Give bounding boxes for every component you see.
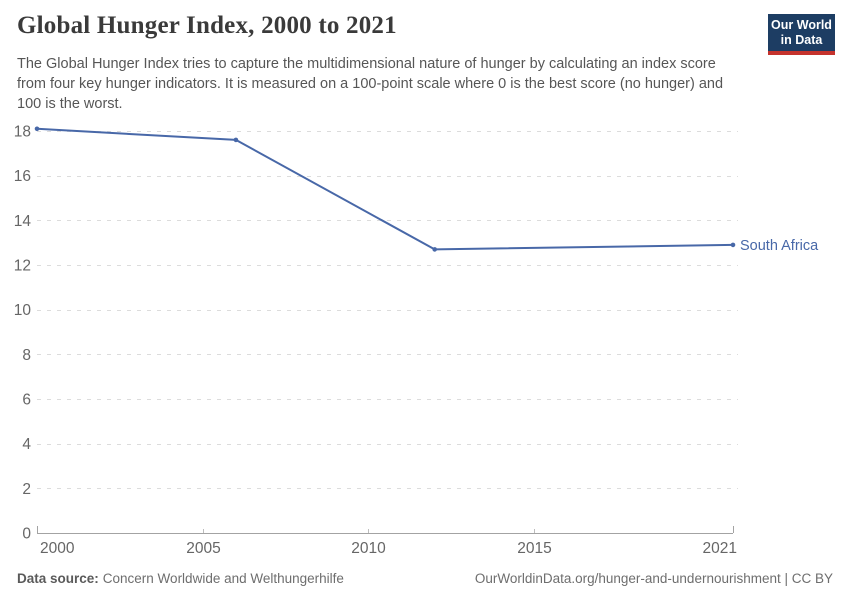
y-tick-label: 10 (14, 302, 32, 319)
chart-title: Global Hunger Index, 2000 to 2021 (17, 12, 397, 39)
data-source-label: Data source: (17, 571, 99, 586)
series-south-africa: South Africa (34, 126, 819, 254)
chart-subtitle: The Global Hunger Index tries to capture… (17, 56, 724, 112)
y-tick-label: 8 (22, 347, 31, 364)
y-tick-label: 2 (22, 481, 31, 498)
data-source-note: Data source: Concern Worldwide and Welthu… (17, 571, 344, 586)
y-tick-label: 6 (22, 392, 31, 409)
line-chart-canvas: 0 2 4 6 8 10 12 14 16 18 2000 2005 2010 2015 2021 South… (14, 124, 819, 558)
x-axis-labels: 2000 2005 2010 2015 2021 (40, 540, 737, 557)
x-tick-label: 2005 (186, 540, 220, 557)
x-tick-label: 2021 (703, 540, 737, 557)
x-tick-label: 2000 (40, 540, 75, 557)
series-line (36, 127, 734, 251)
entity-label: South Africa (740, 238, 819, 254)
x-tick-label: 2015 (517, 540, 551, 557)
data-point (432, 247, 438, 252)
y-tick-label: 16 (14, 168, 31, 185)
y-axis-labels: 0 2 4 6 8 10 12 14 16 18 (14, 124, 32, 543)
attribution-note: OurWorldinData.org/hunger-and-undernouri… (474, 571, 833, 586)
owid-logo-line2: in Data (780, 33, 823, 47)
owid-logo: Our World in Data (768, 14, 835, 55)
data-source-value: Concern Worldwide and Welthungerhilfe (102, 571, 344, 586)
y-tick-label: 0 (22, 526, 31, 543)
y-tick-label: 4 (22, 436, 31, 453)
x-axis (37, 526, 734, 533)
x-tick-label: 2010 (351, 540, 386, 557)
owid-logo-line1: Our World (771, 18, 832, 32)
y-tick-label: 14 (14, 213, 32, 230)
chart-footer: Data source: Concern Worldwide and Welthu… (17, 571, 833, 586)
y-gridlines (37, 131, 738, 534)
data-point (233, 137, 239, 143)
y-tick-label: 12 (14, 258, 31, 275)
y-tick-label: 18 (14, 124, 31, 141)
data-point (730, 242, 736, 248)
data-point (34, 126, 40, 132)
